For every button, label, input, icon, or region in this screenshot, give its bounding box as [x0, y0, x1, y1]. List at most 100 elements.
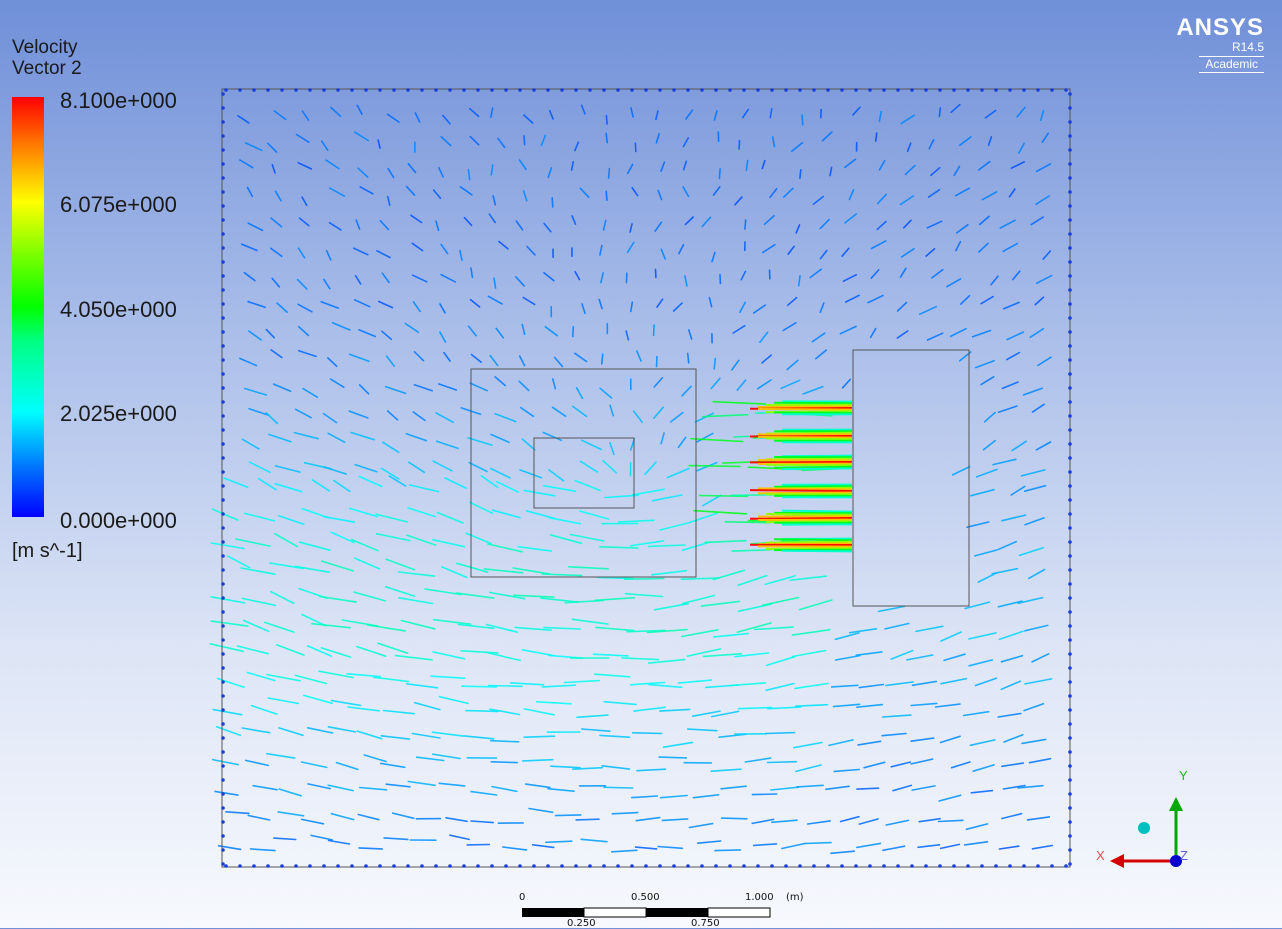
velocity-vector: [947, 279, 961, 287]
boundary-vector: [221, 498, 225, 502]
velocity-vector: [902, 249, 915, 257]
inlet-jet-vector: [766, 542, 852, 543]
velocity-vector: [495, 377, 505, 386]
velocity-vector: [503, 847, 527, 850]
velocity-vector: [912, 681, 936, 685]
boundary-vector: [938, 864, 942, 868]
boundary-vector: [221, 568, 225, 572]
velocity-vector: [326, 160, 339, 168]
velocity-vector: [631, 108, 633, 117]
velocity-vector: [333, 323, 350, 330]
boundary-vector: [798, 88, 802, 92]
velocity-vector: [841, 817, 859, 822]
boundary-vector: [1068, 484, 1072, 488]
velocity-vector: [901, 115, 914, 123]
velocity-vector: [593, 654, 628, 656]
boundary-vector: [221, 120, 225, 124]
velocity-vector: [1029, 570, 1045, 579]
boundary-vector: [1064, 88, 1068, 92]
boundary-vector: [756, 864, 760, 868]
velocity-vector: [497, 482, 518, 493]
boundary-vector: [364, 864, 368, 868]
velocity-vector: [519, 381, 529, 390]
boundary-vector: [1068, 414, 1072, 418]
velocity-vector: [976, 361, 994, 368]
velocity-vector: [548, 789, 574, 792]
velocity-vector: [919, 819, 940, 822]
velocity-vector: [1011, 486, 1024, 495]
velocity-vector: [386, 559, 414, 570]
velocity-vector: [550, 111, 553, 119]
velocity-vector: [324, 517, 355, 522]
velocity-vector: [1007, 332, 1023, 340]
velocity-vector: [684, 161, 687, 169]
velocity-vector: [979, 162, 990, 170]
velocity-vector: [471, 300, 480, 307]
boundary-vector: [826, 88, 830, 92]
velocity-vector: [858, 741, 881, 745]
boundary-vector: [1068, 344, 1072, 348]
velocity-vector: [498, 139, 505, 148]
boundary-vector: [221, 722, 225, 726]
velocity-vector: [878, 194, 887, 203]
boundary-vector: [630, 88, 634, 92]
velocity-vector: [491, 469, 510, 478]
boundary-vector: [221, 834, 225, 838]
velocity-vector: [600, 246, 602, 255]
boundary-vector: [221, 190, 225, 194]
velocity-vector: [609, 169, 610, 179]
boundary-vector: [221, 176, 225, 180]
velocity-vector: [732, 360, 739, 370]
inlet-jet-vector: [766, 438, 852, 439]
boundary-vector: [221, 134, 225, 138]
velocity-vector: [295, 675, 326, 683]
velocity-vector: [766, 684, 794, 691]
velocity-vector: [437, 513, 463, 524]
velocity-vector: [268, 143, 277, 152]
boundary-vector: [1068, 372, 1072, 376]
velocity-vector: [211, 543, 244, 549]
velocity-vector: [358, 815, 379, 820]
velocity-vector: [876, 133, 877, 141]
velocity-vector: [853, 107, 860, 115]
velocity-vector: [737, 623, 771, 632]
velocity-vector: [845, 214, 856, 223]
velocity-vector: [321, 302, 338, 308]
boundary-vector: [221, 848, 225, 852]
velocity-vector: [856, 652, 882, 655]
velocity-vector: [939, 108, 940, 117]
legend-unit: [m s^-1]: [12, 541, 83, 561]
velocity-vector: [713, 402, 766, 404]
velocity-vector: [773, 137, 775, 147]
axis-label-z: Z: [1180, 849, 1188, 862]
velocity-vector: [490, 356, 498, 366]
velocity-vector: [606, 133, 607, 142]
boundary-vector: [266, 88, 270, 92]
velocity-vector: [857, 843, 881, 847]
velocity-vector: [661, 162, 664, 171]
velocity-vector: [250, 462, 270, 472]
velocity-vector: [266, 330, 274, 338]
velocity-vector: [656, 134, 659, 143]
boundary-vector: [221, 596, 225, 600]
inlet-jet-vector: [758, 406, 852, 407]
velocity-vector: [248, 223, 262, 230]
velocity-vector: [977, 469, 997, 477]
velocity-vector: [898, 303, 907, 311]
boundary-vector: [221, 442, 225, 446]
boundary-vector: [221, 162, 225, 166]
boundary-vector: [1068, 288, 1072, 292]
velocity-vector: [401, 621, 434, 629]
velocity-vector: [440, 332, 446, 342]
velocity-vector: [491, 435, 509, 443]
velocity-vector: [834, 770, 859, 772]
velocity-vector: [772, 820, 797, 822]
boundary-vector: [1068, 596, 1072, 600]
velocity-vector: [1038, 357, 1051, 365]
scale-label-1: 1.000: [745, 893, 774, 903]
boundary-vector: [1068, 582, 1072, 586]
velocity-vector: [348, 707, 380, 711]
velocity-vector: [712, 253, 715, 262]
velocity-vector: [794, 743, 822, 748]
